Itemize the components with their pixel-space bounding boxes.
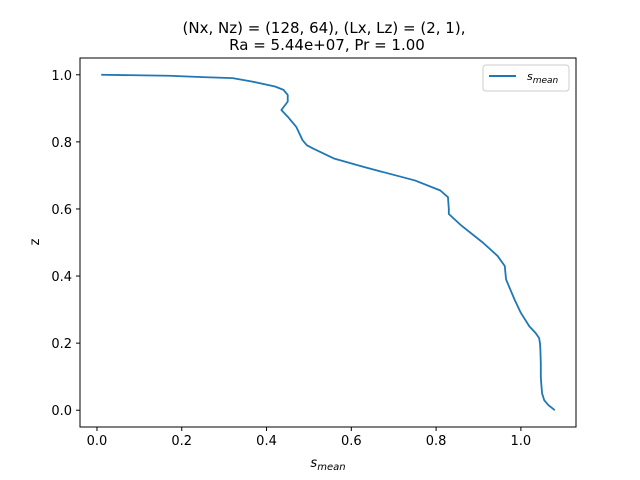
x-axis-label-main: s — [310, 456, 317, 471]
legend-label-main: s — [527, 70, 533, 83]
x-axis-ticks: 0.0 0.2 0.4 0.6 0.8 1.0 — [87, 427, 532, 449]
x-tick-label: 1.0 — [511, 434, 532, 449]
legend: smean — [482, 64, 570, 92]
plot-area: 0.0 0.2 0.4 0.6 0.8 1.0 0.0 0.2 0.4 0.6 0.8 1.0 — [51, 57, 577, 449]
y-tick-label: 0.0 — [51, 404, 72, 419]
y-tick-label: 1.0 — [51, 69, 72, 84]
x-tick-label: 0.8 — [426, 434, 447, 449]
x-tick-label: 0.2 — [171, 434, 192, 449]
series-line — [101, 73, 556, 411]
legend-label-subscript: mean — [533, 76, 559, 86]
x-tick-label: 0.6 — [341, 434, 362, 449]
legend-label: smean — [527, 70, 559, 86]
x-axis-label-subscript: mean — [317, 462, 345, 473]
x-tick-label: 0.4 — [256, 434, 277, 449]
y-tick-label: 0.6 — [51, 203, 72, 218]
chart-title-line2: Ra = 5.44e+07, Pr = 1.00 — [229, 36, 425, 54]
axes-frame — [79, 57, 577, 428]
y-tick-label: 0.4 — [51, 270, 72, 285]
legend-box — [482, 64, 570, 92]
y-axis-ticks: 0.0 0.2 0.4 0.6 0.8 1.0 — [51, 69, 80, 419]
x-tick-label: 0.0 — [87, 434, 108, 449]
y-tick-label: 0.2 — [51, 337, 72, 352]
x-axis-label: smean — [310, 456, 345, 473]
chart-title-line1: (Nx, Nz) = (128, 64), (Lx, Lz) = (2, 1), — [183, 19, 466, 37]
series-layer — [101, 73, 556, 411]
y-axis-label: z — [28, 238, 43, 245]
y-tick-label: 0.8 — [51, 136, 72, 151]
